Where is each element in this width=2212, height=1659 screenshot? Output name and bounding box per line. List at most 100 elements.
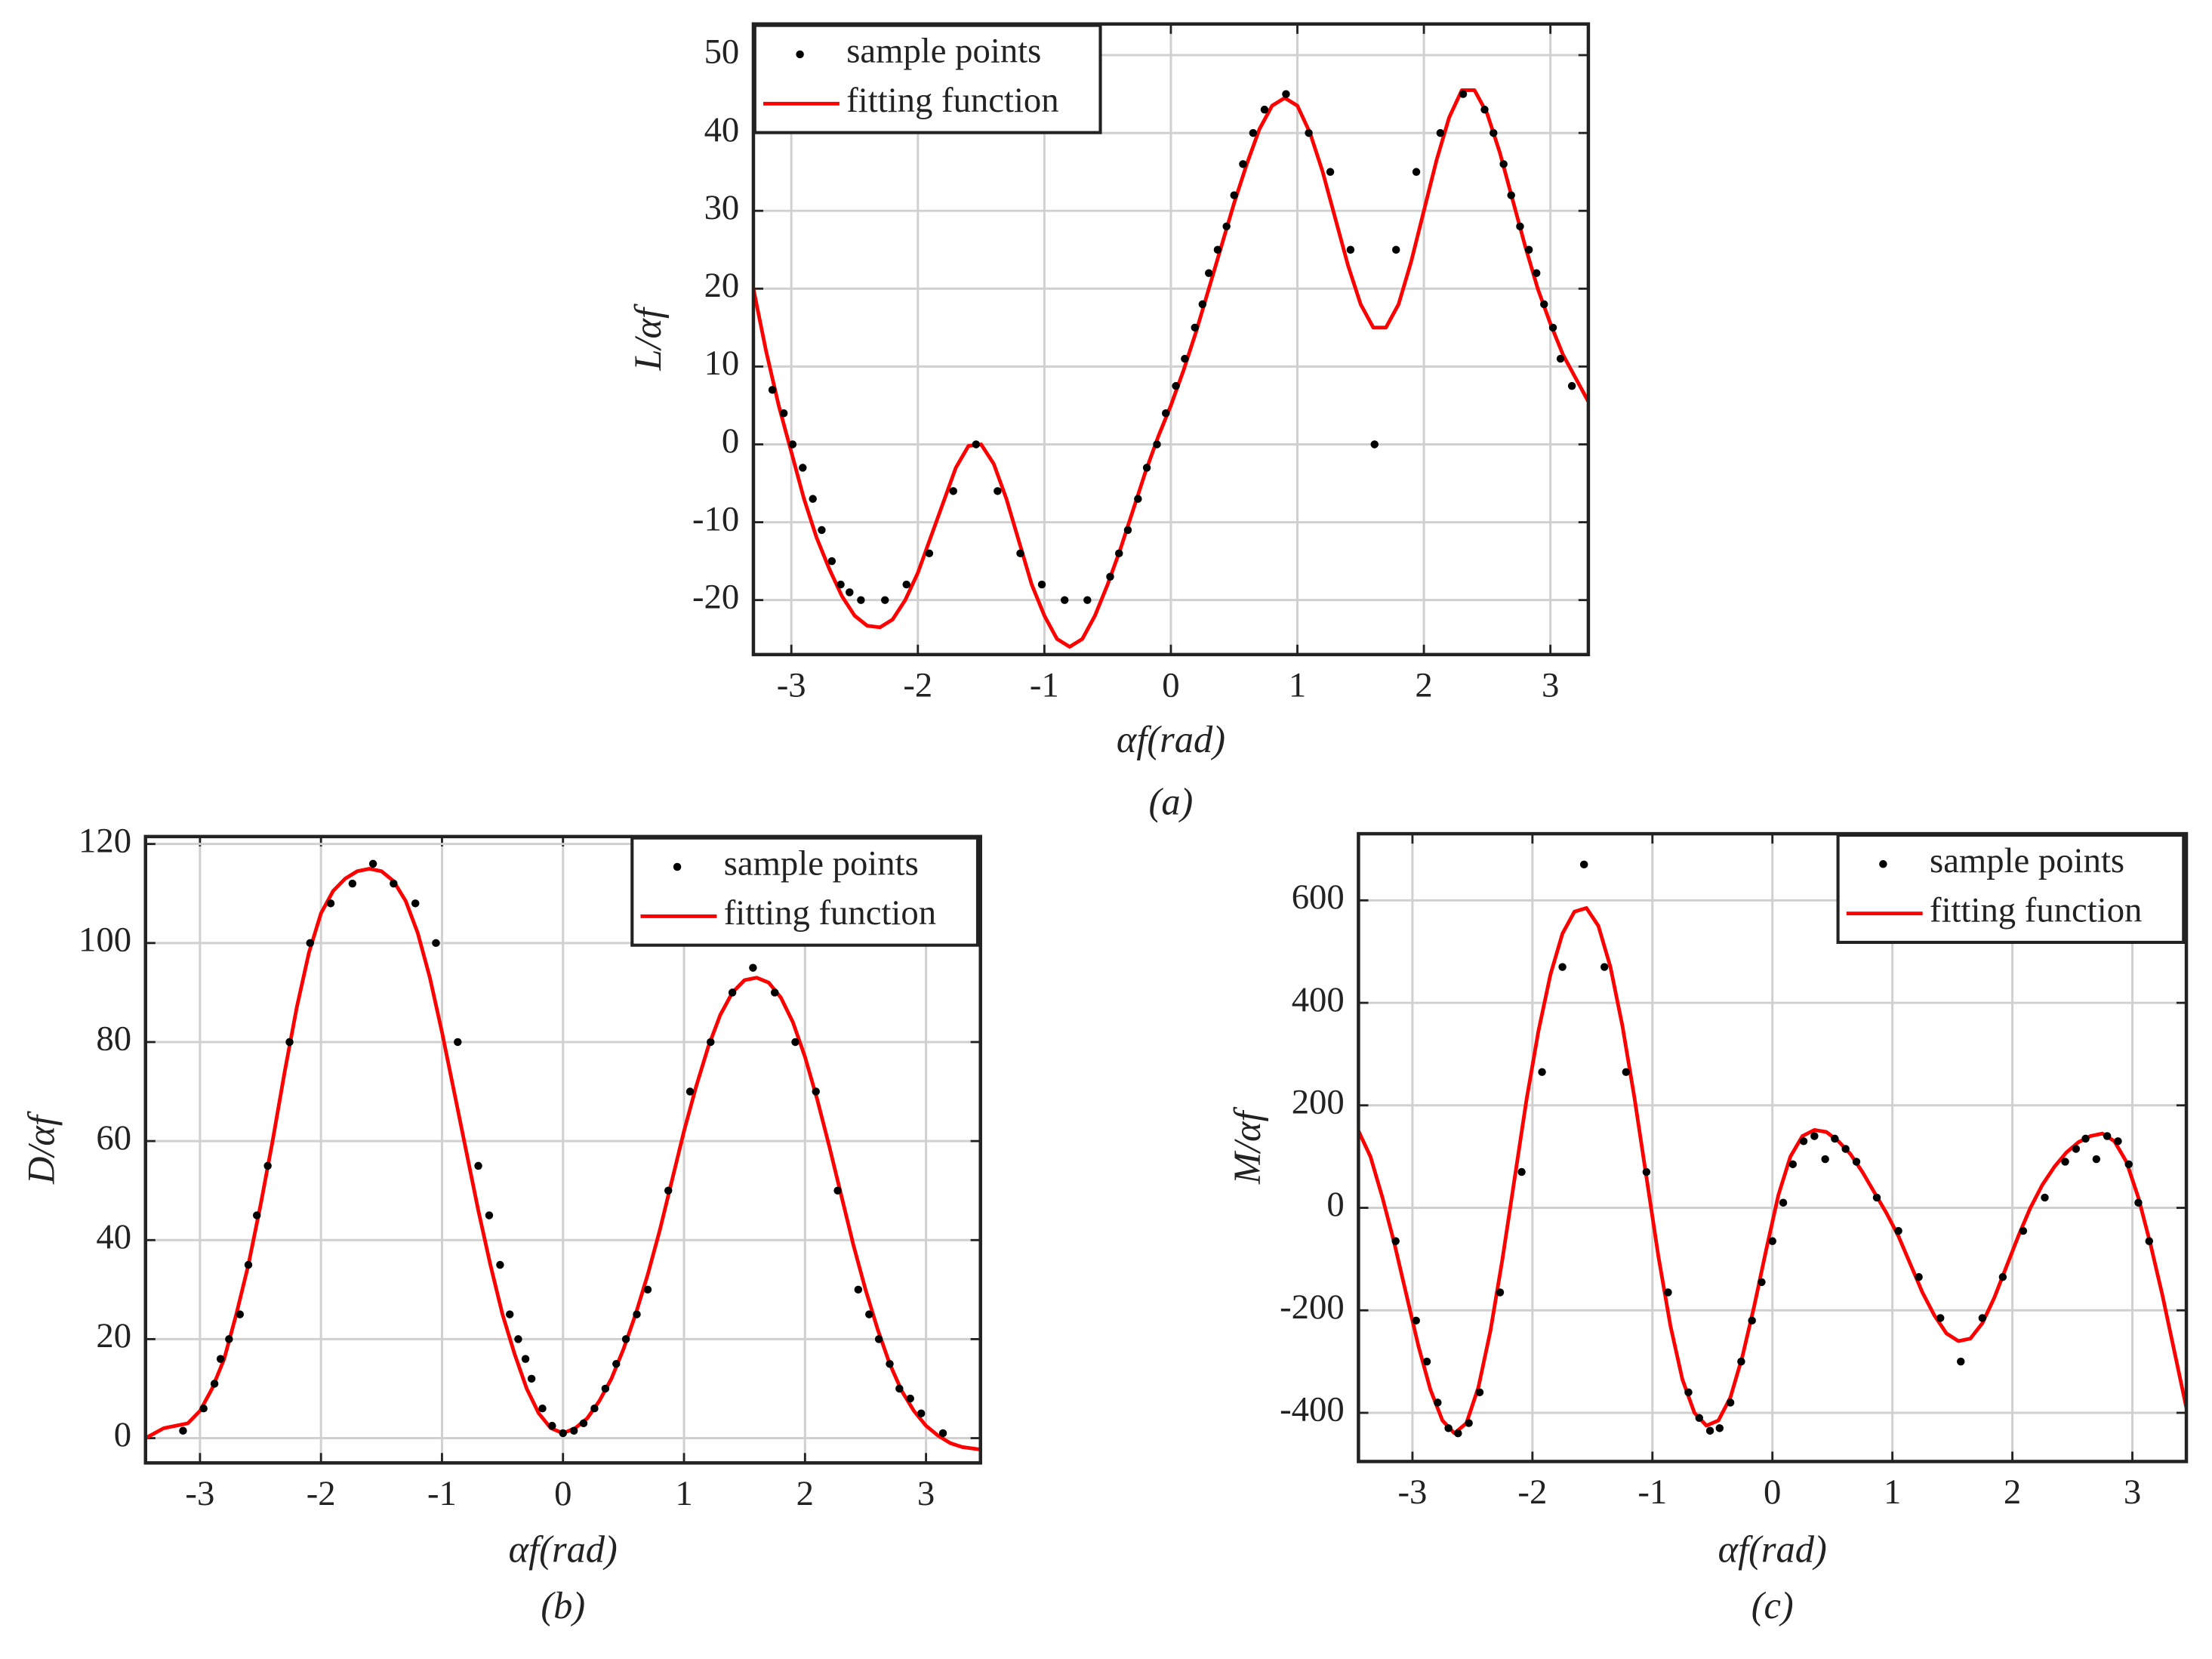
sample-point bbox=[2124, 1160, 2133, 1169]
sample-point bbox=[612, 1359, 621, 1368]
sample-point bbox=[1684, 1388, 1693, 1397]
sample-point bbox=[1695, 1414, 1704, 1422]
x-axis-label: αf(rad) bbox=[1718, 1528, 1827, 1570]
sample-point bbox=[1664, 1288, 1672, 1297]
sample-point bbox=[827, 557, 836, 566]
sample-point bbox=[1799, 1137, 1808, 1146]
sample-point bbox=[1454, 1429, 1462, 1438]
legend-box bbox=[753, 23, 1102, 134]
x-tick-label: -3 bbox=[185, 1474, 214, 1513]
sample-point bbox=[569, 1426, 578, 1435]
sample-point bbox=[579, 1419, 588, 1428]
sample-point bbox=[902, 580, 910, 589]
sample-point bbox=[818, 526, 826, 535]
sample-point bbox=[633, 1310, 641, 1318]
sample-point bbox=[854, 1285, 863, 1294]
sample-point bbox=[1507, 191, 1515, 199]
sample-point bbox=[236, 1310, 245, 1318]
legend-label: sample points bbox=[846, 32, 1041, 71]
sample-point bbox=[799, 464, 807, 472]
sample-point bbox=[664, 1186, 673, 1195]
sample-point bbox=[865, 1310, 873, 1318]
sample-point bbox=[1915, 1272, 1923, 1281]
legend-label: sample points bbox=[1930, 841, 2124, 880]
sample-point bbox=[1788, 1160, 1797, 1169]
sample-point bbox=[1115, 549, 1123, 558]
sample-point bbox=[906, 1394, 914, 1403]
sample-point bbox=[2019, 1226, 2028, 1235]
sample-point bbox=[1465, 1419, 1473, 1427]
sample-point bbox=[1204, 269, 1213, 277]
y-tick-label: 200 bbox=[1292, 1083, 1345, 1122]
sample-point bbox=[788, 440, 797, 449]
sample-point bbox=[1936, 1314, 1945, 1322]
sample-point bbox=[643, 1285, 652, 1294]
y-tick-label: 10 bbox=[704, 344, 740, 383]
sample-point bbox=[496, 1260, 504, 1269]
y-tick-label: 600 bbox=[1292, 877, 1345, 917]
sample-point bbox=[846, 588, 854, 597]
legend-marker bbox=[1879, 860, 1887, 868]
sample-point bbox=[1499, 160, 1508, 168]
x-tick-label: 1 bbox=[1289, 665, 1306, 705]
y-tick-label: 60 bbox=[96, 1118, 131, 1158]
sample-point bbox=[2061, 1158, 2069, 1166]
sample-point bbox=[1037, 580, 1046, 589]
x-tick-label: 3 bbox=[2124, 1472, 2141, 1512]
sample-point bbox=[949, 487, 957, 495]
sample-point bbox=[1459, 90, 1468, 98]
sample-point bbox=[1831, 1134, 1839, 1143]
sample-point bbox=[390, 879, 398, 888]
sample-point bbox=[1978, 1314, 1987, 1322]
sample-point bbox=[1600, 963, 1609, 971]
sample-point bbox=[917, 1409, 926, 1417]
sample-point bbox=[836, 580, 845, 589]
sample-point bbox=[1480, 105, 1489, 114]
x-tick-label: 2 bbox=[1415, 665, 1432, 705]
sample-point bbox=[1412, 1316, 1420, 1325]
sample-point bbox=[1213, 245, 1222, 254]
y-tick-label: 30 bbox=[704, 188, 740, 227]
sample-point bbox=[1852, 1158, 1861, 1166]
sample-point bbox=[514, 1335, 522, 1343]
sample-point bbox=[833, 1186, 842, 1195]
sample-point bbox=[1391, 245, 1400, 254]
sample-point bbox=[707, 1038, 715, 1047]
sample-point bbox=[244, 1260, 253, 1269]
sample-point bbox=[216, 1355, 225, 1363]
sample-point bbox=[538, 1404, 547, 1413]
sample-point bbox=[1475, 1388, 1484, 1397]
sample-point bbox=[601, 1384, 610, 1393]
sample-point bbox=[880, 596, 889, 604]
sample-point bbox=[1548, 323, 1557, 332]
sample-point bbox=[1517, 1167, 1526, 1176]
subplot: -3 -2 -1 0 1 2 3 0 20 40 60 80 100 120 D/αf αf(rad) (b) s… bbox=[20, 821, 982, 1627]
sample-point bbox=[1642, 1167, 1651, 1176]
sample-point bbox=[1434, 1398, 1442, 1407]
sample-point bbox=[590, 1404, 599, 1413]
sample-point bbox=[1326, 168, 1335, 176]
sample-point bbox=[886, 1359, 894, 1368]
data-layer bbox=[753, 88, 1588, 649]
sample-point bbox=[1239, 160, 1247, 168]
sample-point bbox=[1282, 90, 1290, 98]
sample-point bbox=[1346, 245, 1355, 254]
x-tick-label: -1 bbox=[1030, 665, 1059, 705]
sample-point bbox=[1524, 245, 1533, 254]
sample-point bbox=[2092, 1155, 2101, 1164]
sample-point bbox=[432, 939, 440, 948]
axes-frame bbox=[143, 834, 982, 1465]
subplot: -3 -2 -1 0 1 2 3 -400 -200 0 200 400 600 M/αf αf(rad) (… bbox=[1226, 831, 2189, 1627]
x-tick-label: 1 bbox=[675, 1474, 692, 1513]
sample-point bbox=[1705, 1426, 1714, 1435]
legend-label: sample points bbox=[724, 844, 919, 883]
axes-frame bbox=[751, 22, 1591, 657]
legend-label: fitting function bbox=[1930, 890, 2142, 930]
x-tick-label: -1 bbox=[1637, 1472, 1667, 1512]
y-tick-label: 40 bbox=[704, 110, 740, 150]
sample-point bbox=[225, 1335, 233, 1343]
sample-point bbox=[2081, 1134, 2090, 1143]
sample-point bbox=[1579, 860, 1588, 869]
fit-line bbox=[1358, 906, 2187, 1435]
sample-point bbox=[1370, 440, 1379, 449]
